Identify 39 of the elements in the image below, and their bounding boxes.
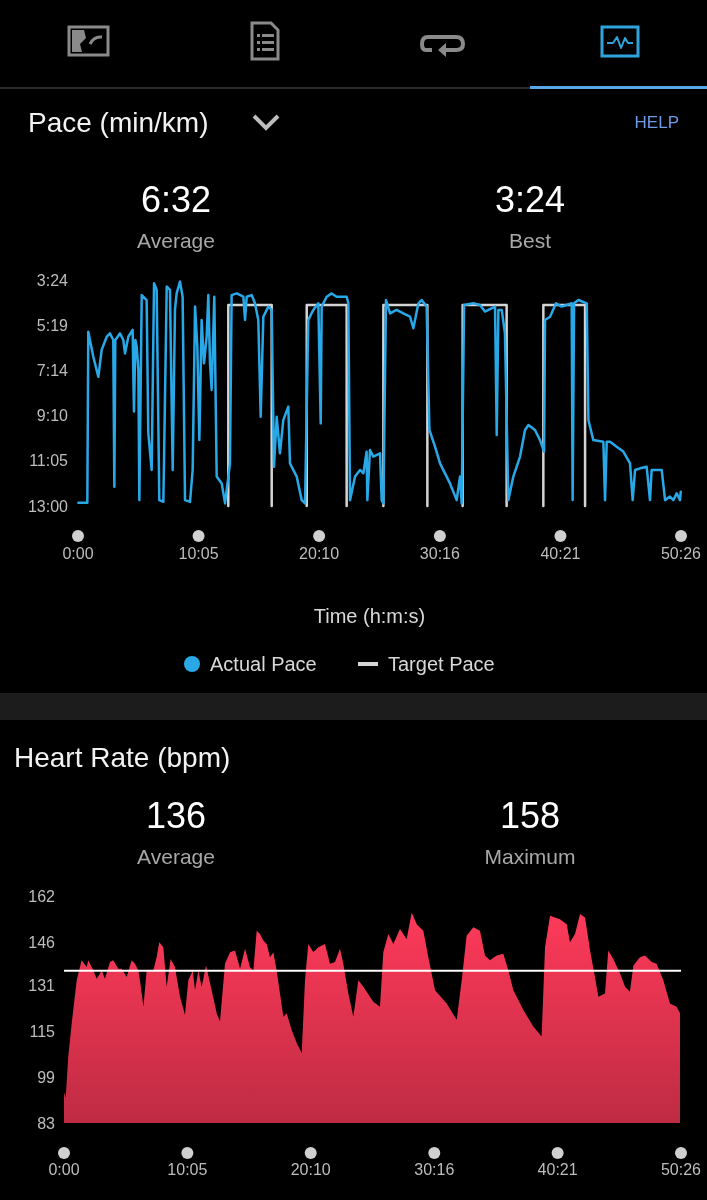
y-tick-label: 7:14: [36, 361, 69, 379]
line-series: [77, 280, 682, 505]
x-tick-label: 30:16: [414, 1161, 455, 1178]
x-tick-label: 0:00: [48, 1161, 80, 1178]
x-tick-label: 10:05: [167, 1161, 208, 1178]
text: 3:24: [494, 179, 566, 220]
legend-label: Target Pace: [388, 653, 495, 675]
text: HELP: [634, 113, 679, 132]
text: 136: [145, 795, 207, 836]
text: 158: [499, 795, 561, 836]
x-tick-label: 30:16: [419, 545, 460, 562]
y-tick-label: 9:10: [36, 407, 69, 425]
text: Average: [137, 229, 215, 252]
y-tick-label: 115: [29, 1022, 56, 1040]
y-tick-label: 131: [28, 976, 56, 994]
text: Best: [508, 229, 552, 252]
text: 6:32: [140, 179, 212, 220]
y-tick-label: 3:24: [36, 271, 69, 289]
y-tick-label: 13:00: [27, 497, 69, 515]
x-tick-label: 10:05: [178, 545, 219, 562]
legend-label: Actual Pace: [210, 653, 317, 675]
y-tick-label: 83: [37, 1114, 56, 1132]
y-tick-label: 146: [28, 933, 56, 951]
chart-title: Heart Rate (bpm): [14, 742, 231, 773]
x-tick-label: 0:00: [62, 545, 94, 562]
text: Maximum: [484, 845, 576, 868]
y-tick-label: 99: [37, 1068, 56, 1086]
x-tick-label: 50:26: [660, 1161, 702, 1178]
y-tick-label: 5:19: [36, 316, 69, 334]
x-tick-label: 20:10: [299, 545, 340, 562]
text: Average: [137, 845, 215, 868]
x-axis-title: Time (h:m:s): [313, 605, 426, 627]
x-tick-label: 50:26: [660, 545, 702, 562]
x-tick-label: 40:21: [537, 1161, 578, 1178]
chart-title: Pace (min/km): [28, 107, 209, 138]
x-tick-label: 20:10: [290, 1161, 331, 1178]
y-tick-label: 11:05: [29, 452, 69, 470]
y-tick-label: 162: [28, 887, 56, 905]
x-tick-label: 40:21: [540, 545, 581, 562]
